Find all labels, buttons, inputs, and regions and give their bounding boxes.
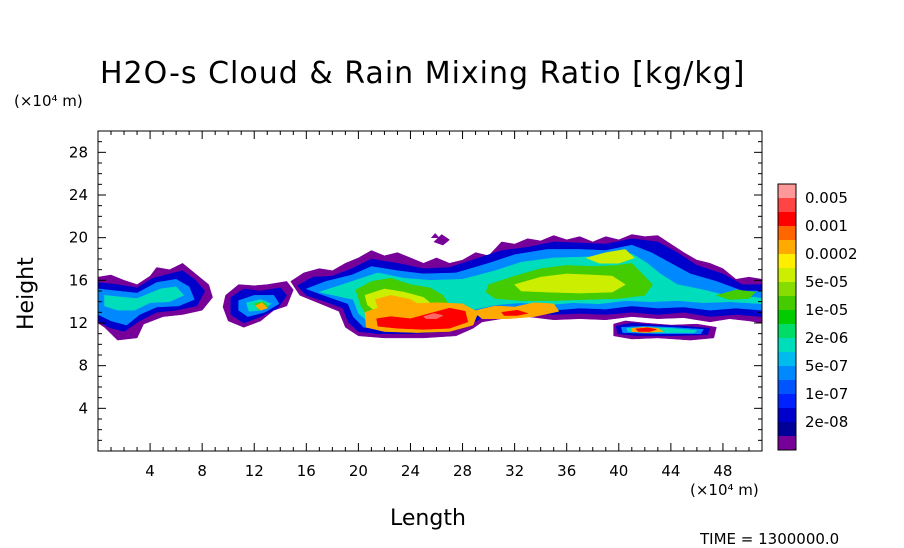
chart-title: H2O-s Cloud & Rain Mixing Ratio [kg/kg]: [100, 56, 746, 91]
cloud-layer-23: [514, 273, 626, 294]
colorbar-swatch: [778, 394, 796, 409]
y-axis-label: Height: [14, 257, 39, 330]
cloud-layer-32: [501, 309, 528, 316]
colorbar-swatch: [778, 240, 796, 255]
y-tick-label: 20: [69, 229, 88, 247]
x-tick-label: 16: [297, 462, 316, 480]
y-tick-label: 4: [78, 399, 88, 417]
colorbar-swatch: [778, 310, 796, 325]
y-tick-label: 16: [69, 271, 88, 289]
x-tick-label: 48: [713, 462, 732, 480]
colorbar-label: 2e-06: [805, 329, 848, 347]
colorbar-swatch: [778, 422, 796, 437]
cloud-layer-5: [430, 233, 440, 238]
x-tick-label: 36: [557, 462, 576, 480]
colorbar-label: 5e-07: [805, 357, 848, 375]
colorbar-label: 0.001: [805, 217, 848, 235]
colorbar-label: 1e-05: [805, 301, 848, 319]
x-tick-label: 32: [505, 462, 524, 480]
colorbar-swatch: [778, 408, 796, 423]
cloud-layer-27: [255, 302, 268, 311]
x-tick-label: 40: [609, 462, 628, 480]
colorbar-swatch: [778, 366, 796, 381]
colorbar-label: 5e-05: [805, 273, 848, 291]
x-tick-label: 8: [197, 462, 207, 480]
colorbar-swatch: [778, 282, 796, 297]
cloud-layer-4: [433, 234, 450, 246]
colorbar-swatch: [778, 324, 796, 339]
colorbar-label: 0.0002: [805, 245, 858, 263]
cloud-layer-24: [585, 249, 635, 264]
cloud-layer-31: [635, 327, 657, 332]
colorbar-label: 0.005: [805, 189, 848, 207]
x-tick-label: 12: [245, 462, 264, 480]
x-tick-label: 28: [453, 462, 472, 480]
x-tick-label: 4: [145, 462, 155, 480]
y-tick-label: 24: [69, 186, 88, 204]
y-tick-label: 28: [69, 143, 88, 161]
colorbar-swatch: [778, 296, 796, 311]
colorbar-frame: [777, 183, 797, 451]
x-tick-label: 24: [401, 462, 420, 480]
cloud-layer-14: [104, 286, 185, 311]
colorbar-label: 1e-07: [805, 385, 848, 403]
y-axis-unit: (×10⁴ m): [14, 92, 83, 110]
cloud-layer-20: [715, 289, 757, 300]
cloud-layer-33: [422, 313, 444, 319]
colorbar-swatch: [778, 198, 796, 213]
colorbar-swatch: [778, 268, 796, 283]
colorbar-swatch: [778, 436, 796, 451]
y-tick-label: 8: [78, 357, 88, 375]
cloud-layers: [98, 233, 762, 341]
colorbar-swatch: [778, 226, 796, 241]
x-axis-unit: (×10⁴ m): [690, 481, 759, 499]
colorbar-swatch: [778, 352, 796, 367]
colorbar-swatch: [778, 184, 796, 199]
colorbar-swatch: [778, 254, 796, 269]
x-tick-label: 20: [349, 462, 368, 480]
colorbar-swatch: [778, 338, 796, 353]
time-label: TIME = 1300000.0: [700, 530, 840, 548]
cloud-layer-30: [376, 307, 469, 330]
colorbar-swatch: [778, 380, 796, 395]
colorbar: 0.005 0.001 0.0002 5e-05 1e-05 2e-06 5e-07 1e-0…: [777, 183, 858, 451]
y-tick-label: 12: [69, 314, 88, 332]
colorbar-swatch: [778, 212, 796, 227]
x-tick-label: 44: [661, 462, 680, 480]
x-axis-label: Length: [390, 506, 466, 531]
colorbar-label: 2e-08: [805, 413, 848, 431]
